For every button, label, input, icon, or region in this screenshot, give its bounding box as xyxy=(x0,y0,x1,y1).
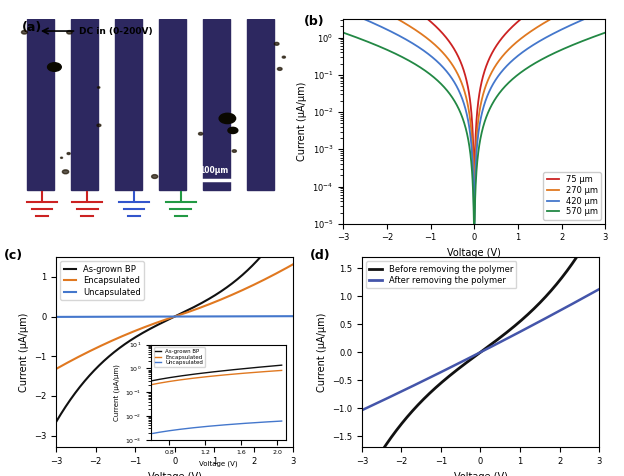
Y-axis label: Current (μA/μm): Current (μA/μm) xyxy=(297,82,307,161)
Legend: 75 μm, 270 μm, 420 μm, 570 μm: 75 μm, 270 μm, 420 μm, 570 μm xyxy=(544,172,601,219)
Circle shape xyxy=(97,87,100,88)
Bar xyxy=(203,19,230,190)
Legend: Before removing the polymer, After removing the polymer: Before removing the polymer, After remov… xyxy=(366,261,516,288)
Circle shape xyxy=(275,42,279,45)
Circle shape xyxy=(282,56,285,58)
X-axis label: Voltage (V): Voltage (V) xyxy=(148,472,202,476)
Text: (b): (b) xyxy=(304,15,324,28)
Text: (a): (a) xyxy=(21,21,42,34)
Circle shape xyxy=(21,30,27,34)
Bar xyxy=(115,19,142,190)
Text: 100μm: 100μm xyxy=(199,166,228,175)
Legend: As-grown BP, Encapsulated, Uncapsulated: As-grown BP, Encapsulated, Uncapsulated xyxy=(61,261,144,300)
Circle shape xyxy=(219,113,236,124)
Circle shape xyxy=(228,128,238,133)
X-axis label: Voltage (V): Voltage (V) xyxy=(454,472,507,476)
Circle shape xyxy=(152,175,158,178)
Y-axis label: Current (μA/μm): Current (μA/μm) xyxy=(316,313,326,392)
Bar xyxy=(71,19,99,190)
Circle shape xyxy=(67,153,71,155)
Circle shape xyxy=(67,30,72,34)
Bar xyxy=(158,19,186,190)
Circle shape xyxy=(62,170,69,174)
Circle shape xyxy=(198,132,203,135)
X-axis label: Voltage (V): Voltage (V) xyxy=(447,248,501,258)
Text: DC in (0-200V): DC in (0-200V) xyxy=(79,27,153,36)
Text: (d): (d) xyxy=(310,249,330,262)
Circle shape xyxy=(47,63,61,71)
Circle shape xyxy=(278,68,282,70)
Text: (c): (c) xyxy=(4,249,23,262)
Bar xyxy=(246,19,274,190)
Y-axis label: Current (μA/μm): Current (μA/μm) xyxy=(19,313,29,392)
Bar xyxy=(27,19,54,190)
Circle shape xyxy=(61,157,62,159)
Circle shape xyxy=(97,124,101,127)
Circle shape xyxy=(232,150,236,152)
